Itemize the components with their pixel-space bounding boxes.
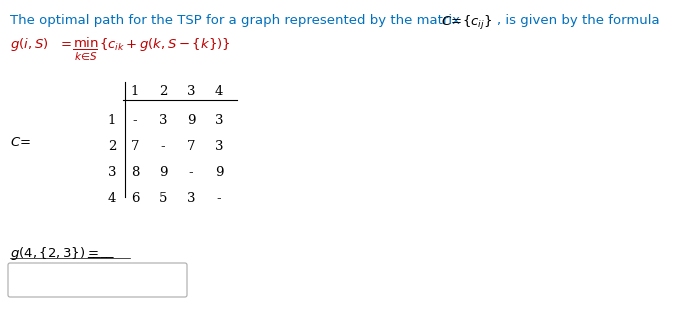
Text: 4: 4: [215, 85, 223, 98]
Text: 3: 3: [215, 140, 223, 153]
Text: 9: 9: [187, 114, 195, 127]
Text: 3: 3: [107, 166, 116, 179]
Text: $\{c_{ik}+g(k,S-\{k\})\}$: $\{c_{ik}+g(k,S-\{k\})\}$: [99, 36, 231, 53]
Text: 7: 7: [187, 140, 195, 153]
Text: $g(i, S)$: $g(i, S)$: [10, 36, 49, 53]
Text: -: -: [161, 140, 166, 153]
Text: 5: 5: [159, 193, 167, 206]
Text: 9: 9: [159, 166, 167, 179]
Text: , is given by the formula: , is given by the formula: [497, 14, 660, 27]
Text: 8: 8: [131, 166, 139, 179]
Text: $=$: $=$: [58, 36, 72, 49]
Text: 6: 6: [130, 193, 139, 206]
Text: ____: ____: [87, 245, 114, 258]
Text: 3: 3: [187, 85, 195, 98]
Text: -: -: [189, 166, 193, 179]
Text: -: -: [132, 114, 137, 127]
Text: 1: 1: [107, 114, 116, 127]
Text: 4: 4: [107, 193, 116, 206]
Text: $C\!=$: $C\!=$: [10, 135, 31, 148]
Text: $\mathrm{min}$: $\mathrm{min}$: [73, 36, 99, 50]
FancyBboxPatch shape: [8, 263, 187, 297]
Text: 3: 3: [187, 193, 195, 206]
Text: $g(4,\{2,3\})=$: $g(4,\{2,3\})=$: [10, 245, 99, 262]
Text: The optimal path for the TSP for a graph represented by the matrix: The optimal path for the TSP for a graph…: [10, 14, 464, 27]
Text: 7: 7: [130, 140, 139, 153]
Text: 9: 9: [215, 166, 223, 179]
Text: 3: 3: [159, 114, 167, 127]
Text: $k\!\in\! S$: $k\!\in\! S$: [74, 50, 98, 62]
Text: 1: 1: [131, 85, 139, 98]
Text: -: -: [217, 193, 221, 206]
Text: $C\!=\!\{c_{ij}\}$: $C\!=\!\{c_{ij}\}$: [441, 14, 492, 32]
Text: 2: 2: [159, 85, 167, 98]
Text: 3: 3: [215, 114, 223, 127]
Text: 2: 2: [107, 140, 116, 153]
